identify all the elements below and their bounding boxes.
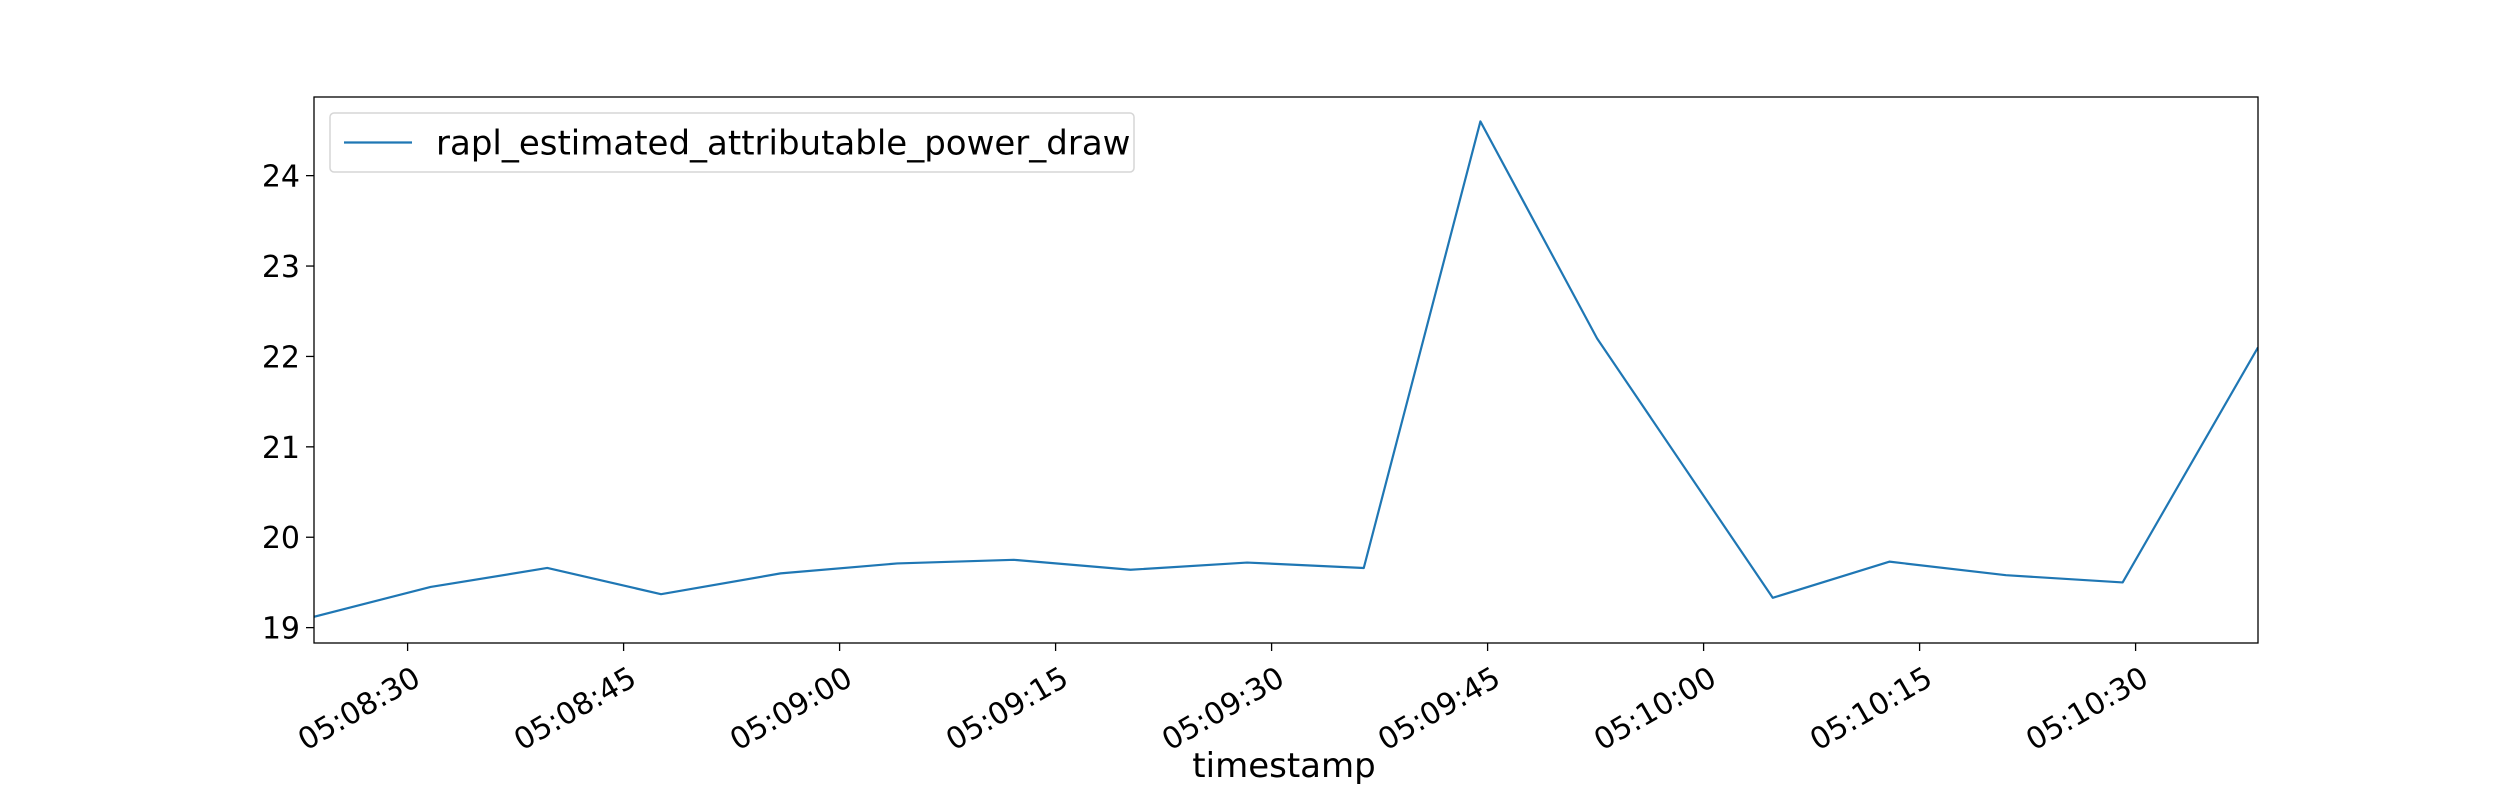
x-tick-label: 05:09:15 [940, 660, 1074, 758]
x-tick-label: 05:08:30 [292, 660, 426, 758]
x-tick-label: 05:08:45 [508, 660, 642, 758]
x-axis-label: timestamp [1192, 746, 1375, 786]
y-tick-label: 20 [262, 521, 300, 556]
legend-entry-label: rapl_estimated_attributable_power_draw [436, 124, 1131, 164]
legend-box [329, 112, 1135, 173]
x-tick-label: 05:09:00 [724, 660, 858, 758]
series-line-1 [314, 120, 2258, 618]
y-tick-label: 24 [262, 160, 300, 195]
series-layer [314, 120, 2258, 618]
x-tick-label: 05:10:30 [2020, 660, 2154, 758]
y-tick-label: 23 [262, 250, 300, 285]
x-tick-label: 05:09:45 [1372, 660, 1506, 758]
axes-layer: 19 20 21 22 23 24 05:08:30 05:08:45 05:09:00 05:0… [262, 96, 2259, 758]
axes-frame [313, 96, 2259, 644]
x-tick-label: 05:10:15 [1804, 660, 1938, 758]
x-tick-label: 05:10:00 [1588, 660, 1722, 758]
y-tick-label: 21 [262, 431, 300, 466]
y-tick-label: 19 [262, 612, 300, 647]
y-tick-label: 22 [262, 340, 300, 375]
legend: rapl_estimated_attributable_power_draw [329, 112, 1135, 173]
x-tick-label: 05:09:30 [1156, 660, 1290, 758]
